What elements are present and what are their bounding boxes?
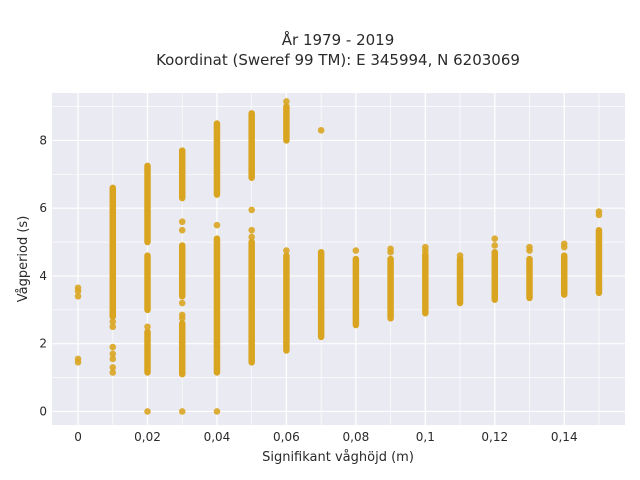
- x-tick-label: 0,08: [343, 430, 370, 444]
- data-point: [213, 221, 221, 229]
- data-point: [491, 242, 499, 249]
- data-point: [491, 235, 499, 242]
- data-point: [213, 408, 221, 415]
- chart-title-line-2: Koordinat (Sweref 99 TM): E 345994, N 62…: [156, 51, 520, 69]
- data-point: [456, 252, 464, 259]
- data-point: [248, 226, 255, 234]
- data-point: [109, 343, 117, 351]
- x-tick-label: 0,04: [204, 430, 231, 444]
- y-tick-label: 0: [39, 404, 47, 418]
- y-tick-label: 8: [39, 133, 47, 147]
- x-tick-label: 0,06: [273, 430, 300, 444]
- x-tick-label: 0,12: [481, 430, 508, 444]
- data-point: [109, 318, 117, 325]
- data-point: [74, 292, 82, 300]
- data-point: [144, 408, 151, 415]
- y-tick-label: 6: [39, 201, 47, 215]
- data-point: [248, 206, 255, 214]
- chart-title-line-1: År 1979 - 2019: [282, 30, 395, 49]
- y-axis-label: Vågperiod (s): [16, 216, 31, 303]
- data-point: [144, 323, 151, 331]
- x-tick-label: 0,02: [134, 430, 161, 444]
- data-point: [248, 233, 255, 241]
- x-axis-ticks: 0 0,02 0,04 0,06 0,08 0,1 0,12 0,14: [74, 430, 577, 444]
- data-point: [109, 369, 117, 376]
- y-tick-label: 2: [39, 337, 47, 351]
- data-point: [317, 126, 325, 134]
- data-point: [109, 350, 117, 358]
- data-point: [526, 247, 533, 254]
- data-point: [109, 323, 117, 331]
- x-tick-label: 0,1: [416, 430, 435, 444]
- data-point: [109, 355, 117, 363]
- data-point: [109, 364, 117, 371]
- data-point: [387, 248, 394, 256]
- data-point: [74, 359, 82, 366]
- data-point: [178, 226, 186, 234]
- data-point: [74, 287, 82, 295]
- data-points: [74, 98, 603, 415]
- y-tick-label: 4: [39, 269, 47, 283]
- data-point: [422, 250, 429, 258]
- data-point: [560, 243, 568, 251]
- data-point: [178, 299, 186, 307]
- data-point: [352, 247, 360, 254]
- data-point: [178, 314, 186, 322]
- data-point: [178, 408, 186, 415]
- x-tick-label: 0: [74, 430, 82, 444]
- data-point: [178, 218, 186, 226]
- x-tick-label: 0,14: [551, 430, 578, 444]
- data-point: [595, 211, 603, 219]
- data-point: [283, 98, 290, 105]
- data-point: [283, 247, 290, 254]
- plot-area: [52, 93, 625, 425]
- y-axis-ticks: 0 2 4 6 8: [39, 133, 47, 418]
- x-axis-label: Signifikant våghöjd (m): [262, 450, 414, 465]
